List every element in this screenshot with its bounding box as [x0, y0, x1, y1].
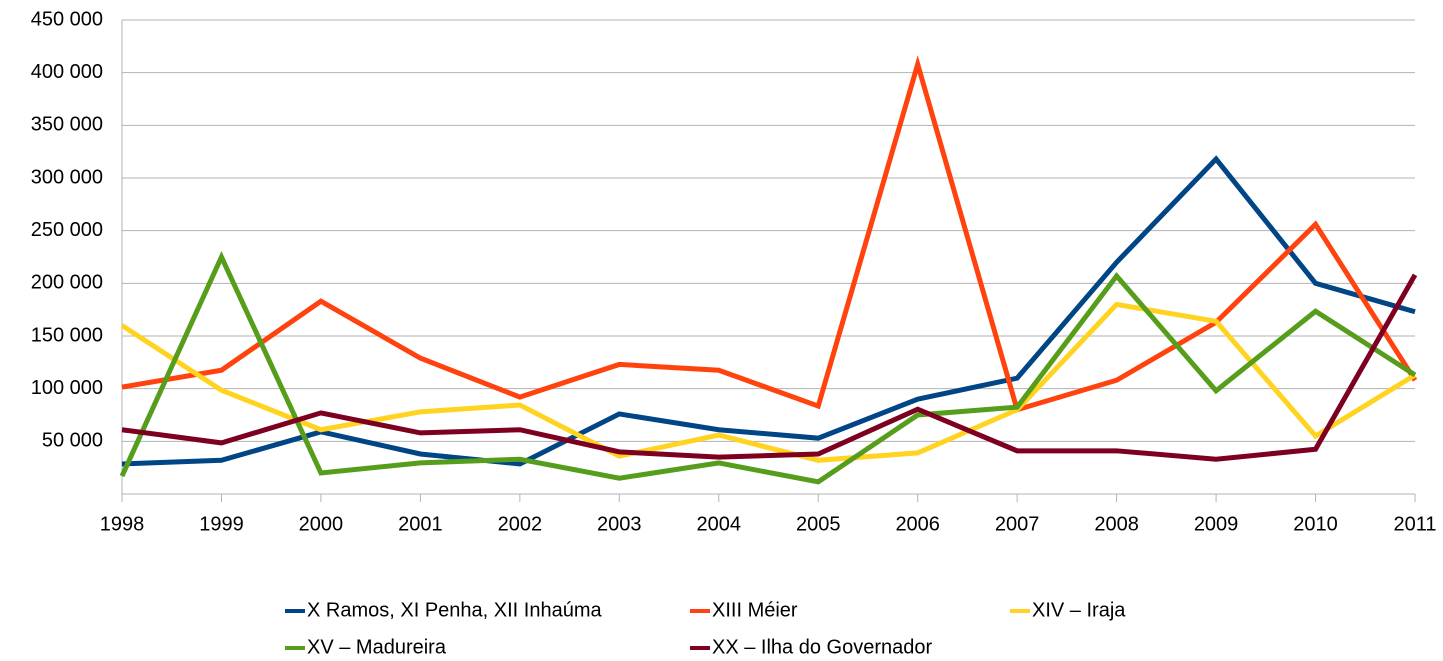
x-tick-label: 2001	[398, 513, 443, 535]
legend-label: XIII Méier	[712, 599, 798, 621]
y-tick-label: 150 000	[31, 324, 103, 346]
x-tick-label: 2004	[697, 513, 742, 535]
y-tick-label: 350 000	[31, 114, 103, 136]
x-tick-label: 2010	[1293, 513, 1338, 535]
y-tick-label: 450 000	[31, 8, 103, 30]
series-line	[119, 250, 1417, 485]
y-tick-label: 300 000	[31, 166, 103, 188]
y-tick-label: 400 000	[31, 61, 103, 83]
series-line	[120, 301, 1417, 463]
y-tick-label: 250 000	[31, 219, 103, 241]
x-tick-label: 2011	[1393, 513, 1436, 535]
x-tick-label: 2005	[796, 513, 841, 535]
x-tick-label: 2002	[498, 513, 543, 535]
x-tick-label: 2006	[895, 513, 940, 535]
x-tick-label: 2009	[1194, 513, 1239, 535]
x-tick-label: 2003	[597, 513, 642, 535]
legend-label: XIV – Iraja	[1032, 599, 1126, 621]
legend-label: X Ramos, XI Penha, XII Inhaúma	[307, 599, 602, 621]
x-tick-label: 1998	[100, 513, 145, 535]
series-line	[121, 273, 1418, 462]
x-tick-label: 1999	[199, 513, 244, 535]
y-tick-label: 50 000	[42, 430, 103, 452]
x-tick-label: 2000	[299, 513, 344, 535]
legend-label: XV – Madureira	[307, 636, 447, 658]
x-tick-label: 2008	[1094, 513, 1139, 535]
x-tick-label: 2007	[995, 513, 1040, 535]
legend-label: XX – Ilha do Governador	[712, 636, 932, 658]
series-line	[121, 55, 1418, 413]
series-line	[121, 155, 1416, 467]
y-tick-label: 200 000	[31, 272, 103, 294]
y-tick-label: 100 000	[31, 377, 103, 399]
